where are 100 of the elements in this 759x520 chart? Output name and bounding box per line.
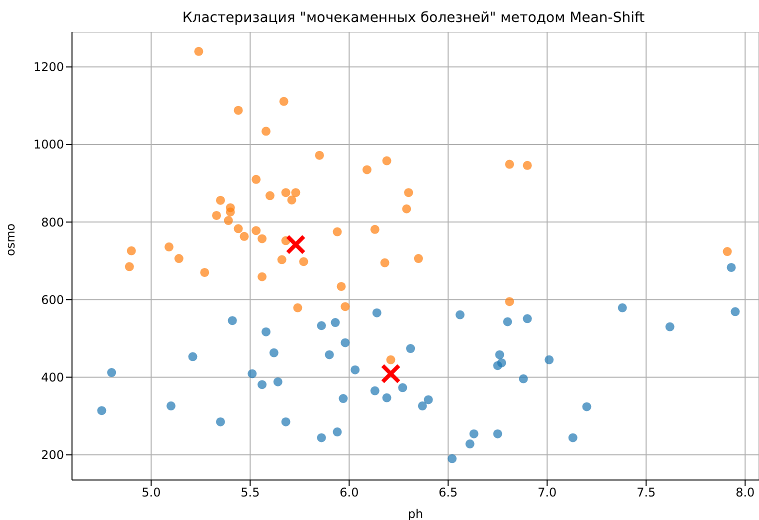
x-tick-label: 6.0	[340, 486, 359, 500]
x-tick-label: 6.5	[438, 486, 458, 500]
point	[262, 327, 271, 336]
point	[338, 394, 348, 404]
point	[414, 254, 423, 264]
point	[279, 96, 288, 106]
point	[456, 310, 465, 320]
y-tick-label: 800	[41, 215, 64, 230]
point	[382, 393, 392, 402]
point	[97, 406, 106, 416]
point	[258, 380, 267, 390]
point	[618, 303, 627, 312]
point	[324, 350, 334, 360]
point	[340, 338, 350, 348]
point	[240, 232, 249, 241]
point	[568, 433, 578, 442]
point	[370, 224, 380, 234]
point	[493, 361, 502, 370]
chart-title: Кластеризация "мочекаменных болезней" методом Mean-Shift	[181, 9, 646, 28]
point	[503, 317, 512, 326]
point	[448, 454, 457, 464]
point	[226, 207, 235, 216]
point	[522, 160, 532, 170]
point	[402, 204, 412, 214]
point	[336, 282, 346, 291]
point	[406, 344, 416, 354]
x-tick-label: 5.0	[142, 486, 161, 500]
point	[107, 368, 116, 378]
point	[234, 106, 243, 115]
y-tick-label: 1000	[33, 138, 64, 152]
point	[281, 417, 290, 426]
point	[665, 322, 674, 332]
point	[505, 160, 514, 169]
point	[316, 433, 326, 442]
point	[465, 439, 474, 448]
point	[200, 268, 210, 277]
point	[216, 196, 225, 205]
y-tick-label: 400	[41, 370, 64, 384]
point	[730, 307, 740, 316]
point	[332, 227, 342, 236]
point	[126, 246, 136, 256]
point	[350, 365, 360, 374]
point	[544, 355, 554, 364]
point	[287, 195, 296, 204]
point	[332, 427, 342, 436]
point	[299, 257, 308, 266]
y-tick-label: 200	[41, 448, 64, 462]
point	[293, 303, 302, 312]
point	[362, 165, 372, 174]
point	[404, 188, 414, 198]
point	[370, 386, 380, 396]
point	[265, 191, 274, 200]
point	[174, 254, 184, 264]
y-tick-label: 1200	[33, 60, 64, 74]
point	[212, 210, 222, 220]
x-tick-label: 5.5	[240, 486, 260, 500]
point	[286, 234, 306, 255]
point	[124, 262, 134, 272]
point	[386, 355, 396, 364]
point	[522, 314, 532, 324]
point	[372, 308, 382, 318]
x-tick-label: 8.0	[736, 486, 755, 500]
y-axis-title: osmo	[3, 223, 18, 256]
point	[164, 242, 174, 252]
point	[726, 262, 736, 272]
point	[314, 150, 324, 160]
point	[262, 126, 271, 136]
point	[166, 401, 176, 410]
point	[291, 188, 300, 198]
point	[340, 302, 350, 312]
point	[722, 247, 732, 256]
point	[252, 174, 261, 184]
point	[505, 297, 514, 306]
point	[216, 417, 225, 426]
point	[248, 369, 257, 378]
point	[281, 188, 290, 198]
y-tick-label: 600	[41, 292, 64, 307]
point	[228, 316, 237, 326]
point	[269, 348, 278, 358]
point	[224, 216, 233, 226]
x-tick-label: 7.5	[636, 486, 656, 500]
point	[277, 255, 286, 264]
point	[258, 272, 267, 282]
point	[495, 350, 504, 360]
point	[316, 321, 326, 330]
point	[273, 377, 282, 386]
point	[258, 234, 267, 244]
point	[469, 429, 478, 438]
point	[380, 364, 401, 384]
point	[424, 395, 433, 404]
point	[418, 401, 427, 410]
point	[194, 46, 204, 56]
point	[382, 156, 392, 166]
point	[380, 258, 390, 268]
x-tick-label: 7.0	[538, 486, 557, 500]
point	[252, 226, 261, 236]
point	[518, 374, 528, 384]
point	[330, 318, 340, 328]
point	[234, 224, 243, 234]
point	[493, 429, 502, 438]
